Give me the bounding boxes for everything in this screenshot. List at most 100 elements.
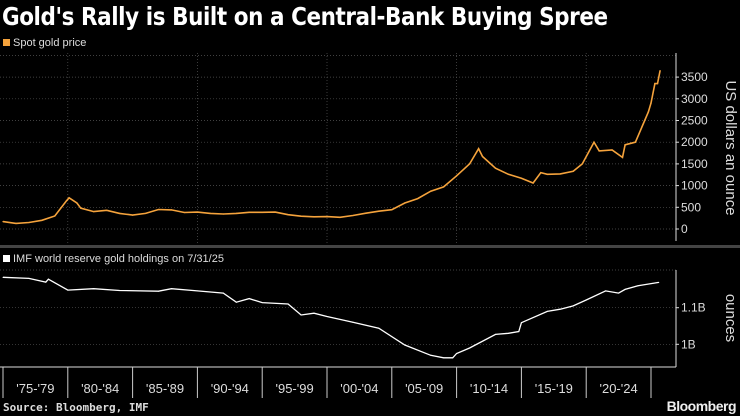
gold-price-point — [532, 182, 534, 184]
x-tick-label: '85-'89 — [146, 381, 184, 396]
gold-price-point — [404, 202, 406, 204]
gold-price-point — [494, 167, 497, 169]
reserves-point — [47, 278, 49, 280]
reserves-point — [624, 288, 626, 290]
chart-title: Gold's Rally is Built on a Central-Bank … — [2, 2, 608, 31]
reserves-point — [585, 299, 587, 301]
reserves-point — [456, 352, 458, 354]
gold-price-point — [572, 170, 574, 172]
legend-swatch-reserves — [3, 255, 10, 262]
reserves-point — [605, 290, 607, 292]
x-tick-label: '00-'04 — [340, 381, 378, 396]
gold-price-line — [2, 70, 661, 225]
gold-price-point — [624, 144, 626, 146]
gold-price-point — [654, 83, 656, 85]
gold-price-point — [641, 126, 643, 128]
reserves-point — [452, 357, 454, 359]
y-tick-label-gold: 2500 — [681, 114, 708, 128]
reserves-point — [158, 290, 160, 292]
gold-price-point — [430, 190, 432, 192]
gold-price-point — [581, 163, 583, 165]
reserves-point — [67, 289, 69, 291]
gold-price-point — [647, 111, 650, 113]
gold-price-point — [144, 212, 147, 214]
gold-price-point — [456, 175, 458, 177]
y-tick-label-reserves: 1.1B — [681, 301, 706, 315]
gold-price-point — [119, 212, 121, 214]
gold-price-point — [478, 148, 480, 150]
gold-price-point — [261, 211, 263, 213]
reserves-point — [170, 288, 172, 290]
reserves-point — [637, 285, 639, 287]
gold-price-point — [41, 219, 43, 221]
gold-price-point — [540, 171, 542, 174]
reserves-point — [313, 312, 315, 314]
gold-price-point — [481, 155, 484, 158]
reserves-point — [430, 354, 432, 356]
reserves-point — [352, 321, 354, 323]
reserves-point — [2, 276, 4, 278]
reserves-point — [119, 289, 121, 291]
y-tick-label-gold: 1000 — [681, 179, 708, 193]
gold-price-point — [621, 156, 624, 158]
x-tick-label: '80-'84 — [81, 381, 119, 396]
gold-price-point — [378, 210, 380, 212]
reserves-point — [559, 308, 561, 310]
gold-price-point — [157, 208, 160, 211]
gold-price-point — [650, 102, 652, 104]
gold-price-point — [106, 209, 108, 211]
reserves-point — [222, 292, 224, 294]
reserves-point — [572, 305, 574, 307]
reserves-point — [518, 330, 520, 332]
gold-price-point — [28, 221, 30, 224]
y-axis-label-gold: US dollars an ounce — [722, 80, 739, 215]
reserves-point — [248, 298, 250, 300]
y-tick-label-gold: 2000 — [681, 135, 708, 149]
reserves-point — [507, 332, 509, 334]
x-tick-label: '90-'94 — [211, 381, 249, 396]
gold-price-point — [468, 163, 471, 165]
reserves-point — [469, 347, 471, 349]
legend-reserves: IMF world reserve gold holdings on 7/31/… — [3, 253, 224, 265]
gold-price-point — [76, 202, 78, 204]
legend-label-gold: Spot gold price — [13, 37, 87, 49]
gold-price-point — [274, 211, 276, 213]
gold-price-point — [80, 207, 82, 209]
reserves-point — [300, 314, 302, 316]
gold-price-point — [391, 209, 393, 211]
y-tick-label-reserves: 1B — [681, 337, 696, 351]
reserves-point — [28, 277, 30, 279]
gold-price-point — [593, 141, 595, 143]
gold-price-point — [443, 186, 445, 188]
gold-price-point — [559, 173, 561, 175]
reserves-point — [494, 333, 496, 335]
gold-price-point — [15, 222, 17, 224]
y-tick-label-gold: 500 — [681, 200, 701, 214]
gold-price-point — [326, 216, 328, 218]
gold-price-point — [598, 150, 600, 152]
gold-price-point — [209, 212, 211, 214]
reserves-point — [520, 322, 522, 324]
reserves-point — [546, 310, 548, 312]
gold-price-point — [183, 211, 186, 214]
y-axis-label-reserves: ounces — [722, 294, 739, 342]
x-tick-label: '05-'09 — [405, 381, 443, 396]
panel-divider — [0, 245, 740, 248]
gold-price-point — [2, 221, 4, 223]
gold-price-point — [65, 200, 68, 202]
y-tick-label-gold: 1500 — [681, 157, 708, 171]
reserves-point — [378, 327, 380, 329]
gold-price-point — [93, 211, 95, 213]
source-note: Source: Bloomberg, IMF — [3, 401, 149, 414]
gold-price-point — [300, 215, 302, 217]
x-tick-label: '75-'79 — [16, 381, 54, 396]
reserves-line — [2, 276, 659, 359]
y-tick-label-gold: 0 — [681, 222, 688, 236]
reserves-point — [93, 288, 95, 290]
gold-price-point — [659, 69, 661, 72]
reserves-point — [235, 301, 237, 303]
legend-gold: Spot gold price — [3, 37, 86, 49]
reserves-point — [404, 344, 406, 346]
reserves-point — [443, 357, 445, 359]
